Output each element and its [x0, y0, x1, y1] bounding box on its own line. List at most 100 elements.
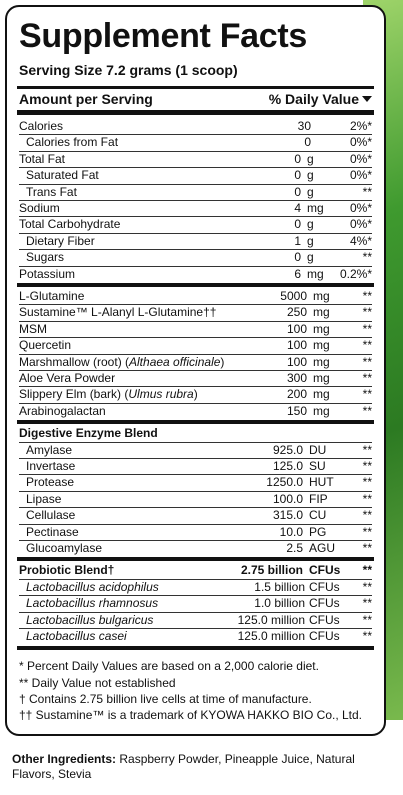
row-daily-value: **: [362, 403, 372, 418]
fact-row: Invertase 125.0 SU **: [19, 458, 372, 476]
row-amount: 200: [286, 387, 307, 402]
fact-row: Marshmallow (root) (Althaea officinale) 1…: [19, 354, 372, 371]
row-daily-value: **: [362, 305, 372, 320]
fact-row: Trans Fat 0 g **: [19, 184, 372, 201]
row-daily-value: **: [362, 442, 372, 457]
row-unit: mg: [307, 266, 324, 281]
row-name: Saturated Fat: [26, 168, 99, 183]
row-unit: CFUs: [309, 629, 340, 643]
row-amount: 10.0: [279, 524, 303, 539]
row-unit: mg: [313, 289, 330, 303]
row-amount: 4: [294, 201, 301, 215]
row-unit: HUT: [309, 475, 334, 490]
row-name: MSM: [19, 321, 47, 336]
fact-row: Arabinogalactan 150 mg **: [19, 403, 372, 419]
row-amount: 0: [294, 151, 301, 166]
row-amount: 125.0 million: [237, 612, 305, 627]
row-unit: g: [307, 184, 314, 199]
panel-title: Supplement Facts: [19, 17, 308, 55]
row-name: Marshmallow (root) (Althaea officinale): [19, 354, 224, 370]
row-amount: 1.5 billion: [254, 579, 305, 594]
footnote-line: †† Sustamine™ is a trademark of KYOWA HA…: [19, 708, 363, 723]
fact-row: Quercetin 100 mg **: [19, 337, 372, 355]
row-daily-value: **: [362, 387, 372, 402]
row-daily-value: **: [362, 289, 372, 303]
amount-per-serving-header: Amount per Serving: [19, 91, 153, 107]
row-amount: 100: [286, 354, 307, 369]
row-daily-value: **: [362, 612, 372, 627]
fact-row: Amylase 925.0 DU **: [19, 442, 372, 459]
row-name-part: Slippery Elm (bark) (: [19, 387, 129, 402]
row-amount: 30: [297, 119, 311, 133]
top-divider: [17, 86, 374, 89]
row-amount: 2.75 billion: [240, 563, 303, 578]
fact-row: Aloe Vera Powder 300 mg **: [19, 370, 372, 388]
fact-row: Probiotic Blend† 2.75 billion CFUs **: [19, 562, 372, 580]
row-daily-value: 0%*: [349, 217, 372, 232]
row-daily-value: 0%*: [349, 151, 372, 166]
fact-row: Total Fat 0 g 0%*: [19, 151, 372, 169]
row-unit: g: [307, 151, 314, 166]
daily-value-header: % Daily Value: [269, 91, 372, 107]
fact-row: Calories 30 2%*: [19, 118, 372, 136]
row-name: Protease: [26, 475, 75, 490]
row-name: Potassium: [19, 266, 76, 281]
row-unit: CFUs: [309, 579, 340, 594]
fact-row: Pectinase 10.0 PG **: [19, 524, 372, 541]
fact-row: Protease 1250.0 HUT **: [19, 474, 372, 492]
row-daily-value: **: [362, 459, 372, 473]
row-amount: 300: [286, 371, 307, 385]
row-unit: mg: [307, 201, 324, 215]
other-ingredients-label: Other Ingredients:: [12, 752, 117, 766]
row-amount: 0: [294, 184, 301, 199]
row-amount: 100.0: [272, 491, 303, 506]
row-name-part: Marshmallow (root) (: [19, 354, 130, 369]
other-ingredients-text: Raspberry Powder, Pineapple Juice, Natur…: [12, 752, 355, 781]
row-unit: CFUs: [309, 612, 340, 627]
fact-row: Lactobacillus acidophilus 1.5 billion CFUs…: [19, 579, 372, 597]
footnote-line: ** Daily Value not established: [19, 675, 176, 690]
row-amount: 0: [294, 168, 301, 183]
fact-row: Saturated Fat 0 g 0%*: [19, 167, 372, 185]
row-unit: mg: [313, 354, 330, 369]
row-daily-value: **: [362, 338, 372, 353]
row-unit: mg: [313, 387, 330, 402]
row-amount: 100: [286, 338, 307, 353]
row-name: Total Carbohydrate: [19, 217, 121, 232]
row-unit: AGU: [309, 541, 336, 555]
row-unit: FIP: [309, 491, 328, 506]
row-name: L-Glutamine: [19, 289, 85, 303]
fact-row: Calories from Fat 0 0%*: [19, 134, 372, 152]
row-name: Cellulase: [26, 508, 76, 523]
row-name: Pectinase: [26, 524, 79, 539]
row-unit: g: [307, 250, 314, 265]
fact-row: Sugars 0 g **: [19, 249, 372, 267]
fact-row: Lactobacillus rhamnosus 1.0 billion CFUs **: [19, 595, 372, 613]
row-daily-value: **: [362, 541, 372, 555]
row-daily-value: 4%*: [349, 233, 372, 248]
enzymes-divider: [17, 557, 374, 562]
row-name: Sustamine™ L-Alanyl L-Glutamine††: [19, 305, 217, 320]
fact-row: Lipase 100.0 FIP **: [19, 491, 372, 509]
row-daily-value: 2%*: [349, 119, 372, 133]
row-daily-value: 0.2%*: [339, 266, 372, 281]
row-daily-value: 0%*: [349, 168, 372, 183]
header-divider: [17, 110, 374, 115]
row-name-part: ): [193, 387, 198, 402]
row-name: Lactobacillus casei: [26, 629, 127, 643]
fact-row: Glucoamylase 2.5 AGU **: [19, 540, 372, 556]
row-amount: 315.0: [272, 508, 303, 523]
row-name: Aloe Vera Powder: [19, 371, 116, 385]
row-unit: g: [307, 233, 314, 248]
row-daily-value: **: [362, 354, 372, 369]
row-name: Slippery Elm (bark) (Ulmus rubra): [19, 386, 198, 402]
row-daily-value: **: [362, 475, 372, 490]
row-name: Probiotic Blend†: [19, 563, 115, 578]
row-amount: 125.0 million: [237, 629, 305, 643]
row-name: Dietary Fiber: [26, 233, 95, 248]
row-name: Sodium: [19, 201, 60, 215]
row-daily-value: **: [362, 508, 372, 523]
row-unit: g: [307, 168, 314, 183]
row-name: Arabinogalactan: [19, 403, 106, 418]
row-amount: 1.0 billion: [254, 596, 305, 611]
